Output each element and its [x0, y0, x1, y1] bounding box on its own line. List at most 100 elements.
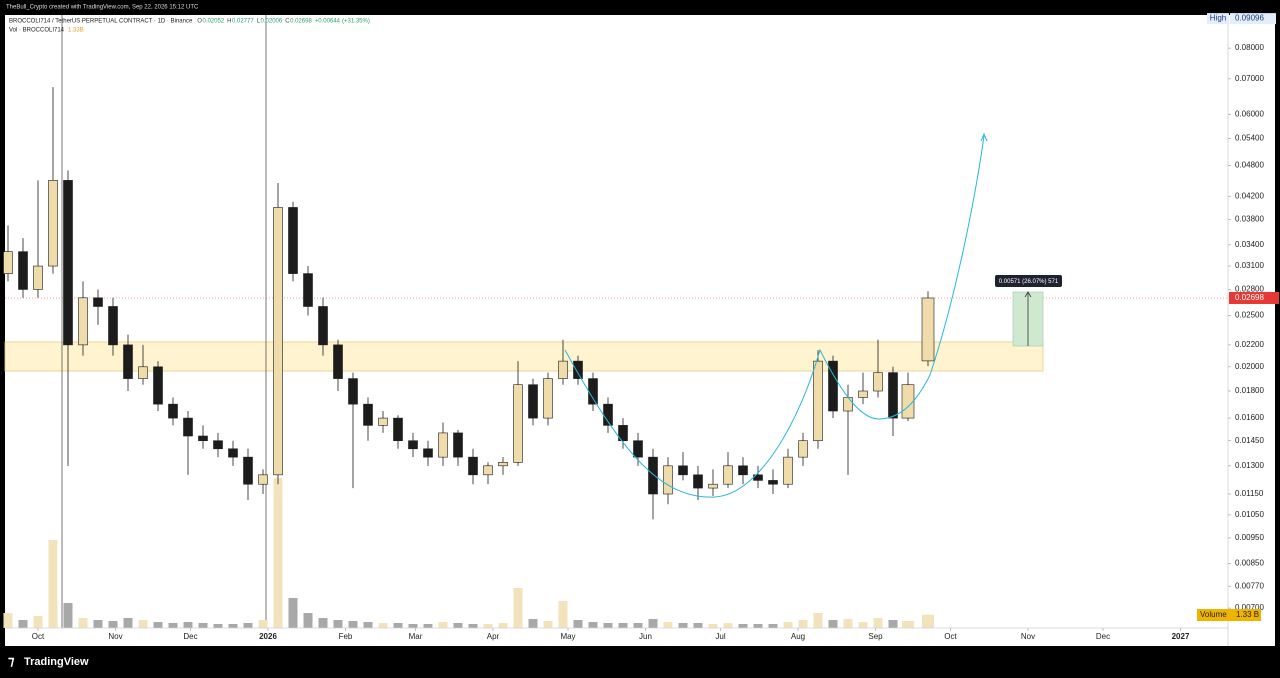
x-tick-label: Jul	[715, 632, 725, 641]
volume-bar	[333, 620, 343, 628]
volume-bar	[768, 624, 778, 628]
candle-body	[468, 456, 478, 476]
y-tick-label: 0.01800	[1235, 386, 1264, 395]
volume-bar	[228, 624, 238, 628]
candle-body	[228, 448, 238, 458]
y-tick-label: 0.02800	[1235, 285, 1264, 294]
footer-logo-mark: ⁊	[8, 653, 15, 668]
y-tick-label: 0.03100	[1235, 261, 1264, 270]
volume-bar	[18, 620, 28, 628]
y-tick-label: 0.00700	[1235, 603, 1264, 612]
candle-body	[153, 366, 163, 405]
y-tick-label: 0.01600	[1235, 413, 1264, 422]
x-tick-label: Jun	[639, 632, 652, 641]
last-price-box	[1229, 291, 1279, 304]
x-tick-label: Aug	[791, 632, 805, 641]
candle-body	[93, 297, 103, 307]
candle-body	[921, 297, 935, 362]
candle-body	[288, 207, 298, 274]
volume-bar	[873, 618, 883, 628]
volume-bar	[438, 622, 448, 628]
candle-body	[348, 378, 358, 405]
volume-label: Volume	[1200, 610, 1227, 619]
pattern-curve	[564, 135, 985, 498]
volume-bar	[168, 623, 178, 628]
candle-body	[48, 180, 58, 267]
x-tick-label: Feb	[339, 632, 353, 641]
candle-body	[453, 432, 463, 458]
volume-value: 1.33 B	[1236, 610, 1259, 619]
candles	[3, 87, 935, 520]
candle-body	[483, 465, 493, 476]
chart-area	[5, 15, 1275, 646]
x-tick-label: Oct	[944, 632, 957, 641]
candle-body	[708, 483, 718, 489]
high-label: High	[1210, 14, 1226, 23]
candle-body	[78, 297, 88, 346]
candle-body	[18, 251, 28, 290]
candle-body	[168, 403, 178, 419]
volume-pane	[3, 478, 934, 628]
candle-body	[873, 372, 883, 392]
high-value: 0.09096	[1235, 14, 1264, 23]
volume-bar	[663, 622, 673, 628]
candle-body	[828, 360, 838, 412]
volume-bar	[108, 621, 118, 628]
volume-bar	[753, 624, 763, 628]
candle-body	[768, 480, 778, 485]
candle-body	[738, 465, 748, 476]
volume-bar	[858, 622, 868, 628]
last-price: 0.02698	[1235, 293, 1264, 302]
volume-bar	[393, 623, 403, 628]
volume-bar	[3, 613, 13, 628]
candle-body	[3, 251, 13, 274]
volume-bar	[543, 621, 553, 628]
volume-bar	[258, 620, 268, 628]
volume-bar	[678, 623, 688, 628]
y-tick-label: 0.01150	[1235, 489, 1264, 498]
volume-bar	[453, 623, 463, 628]
volume-bar	[183, 622, 193, 628]
volume-bar	[798, 620, 808, 628]
volume-bar	[813, 613, 823, 628]
candle-body	[588, 378, 598, 405]
header-text: 0.02777	[232, 19, 254, 25]
header-text: O	[197, 19, 202, 25]
volume-bar	[558, 601, 568, 628]
volume-bar	[738, 624, 748, 628]
candle-body	[363, 403, 373, 426]
volume-bar	[888, 620, 898, 628]
y-tick-label: 0.02200	[1235, 340, 1264, 349]
volume-bar	[573, 620, 583, 628]
candle-body	[513, 384, 523, 463]
y-tick-label: 0.01300	[1235, 461, 1264, 470]
candle-body	[408, 440, 418, 450]
x-tick-label: Nov	[108, 632, 122, 641]
y-tick-label: 0.01050	[1235, 510, 1264, 519]
header-text: Vol · BROCCOLI714	[9, 28, 65, 34]
volume-bar	[78, 618, 88, 628]
candle-body	[303, 273, 313, 307]
y-tick-label: 0.00850	[1235, 559, 1264, 568]
y-tick-label: 0.01450	[1235, 436, 1264, 445]
candle-body	[183, 417, 193, 437]
header-text: 0.02052	[202, 19, 224, 25]
volume-bar	[93, 620, 103, 628]
measure-label: 0.00571 (26.07%) 571	[999, 279, 1059, 285]
high-value-box	[1230, 13, 1276, 25]
candle-body	[273, 207, 283, 476]
candle-body	[498, 462, 508, 467]
candle-body	[438, 432, 448, 458]
x-tick-label: Dec	[1096, 632, 1110, 641]
curve-arrowhead	[980, 132, 988, 142]
y-tick-label: 0.04800	[1235, 161, 1264, 170]
volume-label-box	[1197, 609, 1261, 621]
candle-body	[318, 306, 328, 346]
volume-bar	[783, 622, 793, 628]
candle-body	[378, 417, 388, 426]
y-tick-label: 0.08000	[1235, 43, 1264, 52]
volume-bar	[828, 620, 838, 628]
axes: 0.08000 0.07000 0.06000 0.05400 0.04800 0.042…	[32, 13, 1279, 641]
